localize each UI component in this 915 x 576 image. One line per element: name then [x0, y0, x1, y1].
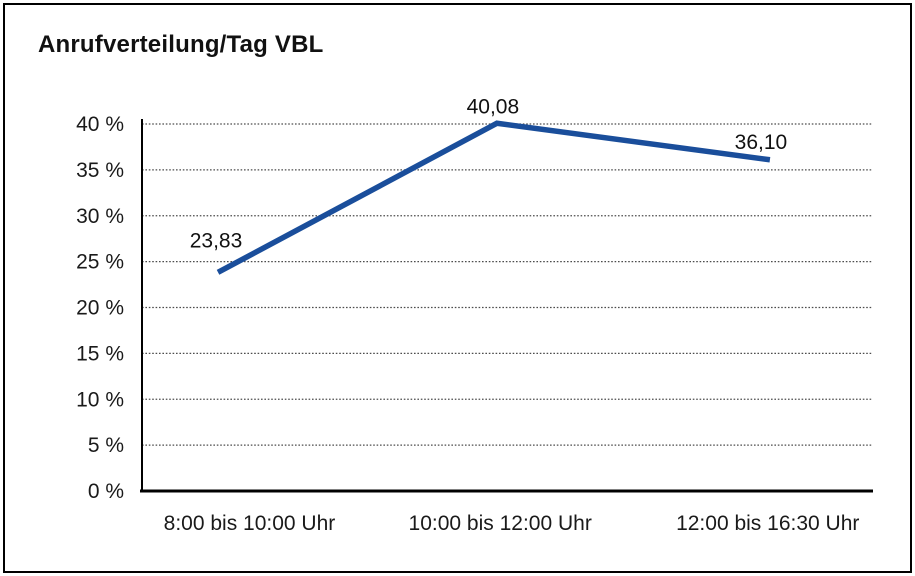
data-point-label: 40,08 — [467, 95, 520, 118]
y-tick-label: 40 % — [76, 113, 124, 136]
data-series-line — [216, 120, 771, 275]
gridlines — [142, 123, 873, 446]
x-category-label: 12:00 bis 16:30 Uhr — [676, 512, 859, 535]
y-tick-label: 0 % — [88, 480, 124, 503]
data-point-label: 36,10 — [735, 131, 788, 154]
y-tick-label: 25 % — [76, 251, 124, 274]
y-tick-label: 20 % — [76, 297, 124, 320]
data-point-labels: 23,83 40,08 36,10 — [190, 95, 787, 252]
x-category-label: 8:00 bis 10:00 Uhr — [164, 512, 336, 535]
chart-title: Anrufverteilung/Tag VBL — [38, 31, 324, 58]
y-tick-label: 15 % — [76, 342, 124, 365]
x-axis-category-labels: 8:00 bis 10:00 Uhr 10:00 bis 12:00 Uhr 12:… — [164, 512, 860, 535]
x-category-label: 10:00 bis 12:00 Uhr — [409, 512, 592, 535]
y-tick-label: 10 % — [76, 388, 124, 411]
y-axis-tick-labels: 0 % 5 % 10 % 15 % 20 % 25 % 30 % 35 % 40 % — [76, 113, 124, 503]
y-tick-label: 35 % — [76, 159, 124, 182]
y-tick-label: 30 % — [76, 205, 124, 228]
y-tick-label: 5 % — [88, 434, 124, 457]
data-point-label: 23,83 — [190, 229, 243, 252]
